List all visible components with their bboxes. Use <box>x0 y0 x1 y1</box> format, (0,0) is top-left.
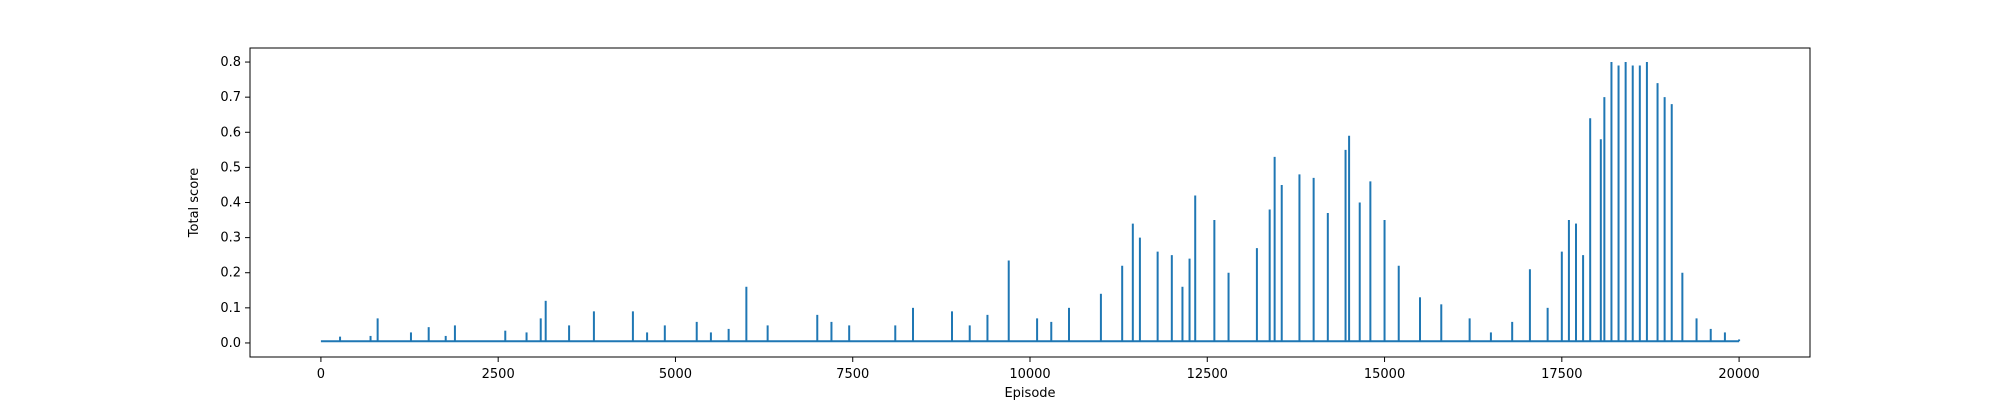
x-tick-label: 2500 <box>482 367 515 382</box>
y-tick-label: 0.7 <box>220 90 241 105</box>
x-tick-label: 12500 <box>1187 367 1228 382</box>
y-tick-label: 0.5 <box>220 160 241 175</box>
x-tick-label: 5000 <box>659 367 692 382</box>
plot-area <box>320 62 1741 343</box>
y-tick-label: 0.3 <box>220 231 241 246</box>
x-tick-label: 15000 <box>1364 367 1405 382</box>
x-tick-label: 0 <box>317 367 325 382</box>
x-tick-label: 17500 <box>1541 367 1582 382</box>
y-tick-label: 0.6 <box>220 125 241 140</box>
x-tick-label: 20000 <box>1718 367 1759 382</box>
y-axis: 0.0 0.1 0.2 0.3 0.4 0.5 0.6 0.7 0.8 <box>220 55 250 351</box>
y-tick-label: 0.0 <box>220 336 241 351</box>
y-tick-label: 0.4 <box>220 196 241 211</box>
x-tick-label: 7500 <box>836 367 869 382</box>
y-tick-label: 0.8 <box>220 55 241 70</box>
x-tick-label: 10000 <box>1009 367 1050 382</box>
x-axis: 0 2500 5000 7500 10000 12500 15000 17500 20000 <box>317 357 1760 382</box>
plot-frame <box>249 47 1811 358</box>
x-axis-title: Episode <box>1004 386 1055 400</box>
y-tick-label: 0.2 <box>220 266 241 281</box>
y-axis-title: Total score <box>187 168 202 238</box>
y-tick-label: 0.1 <box>220 301 241 316</box>
